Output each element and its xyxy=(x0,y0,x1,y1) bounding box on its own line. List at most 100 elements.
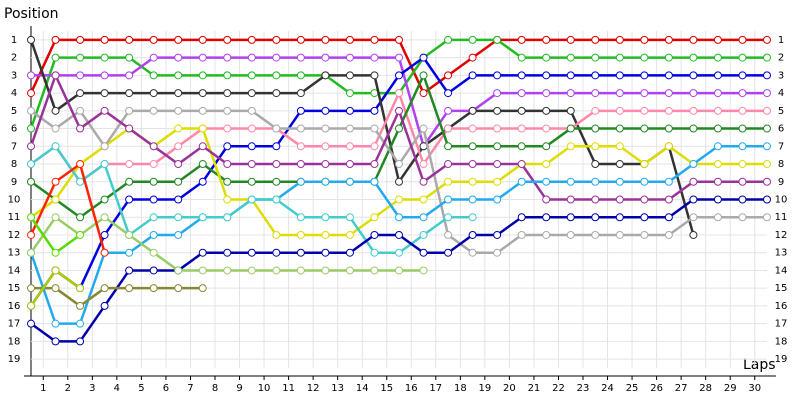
x-tick-label: 1 xyxy=(40,383,46,394)
y-tick-label: 11 xyxy=(8,212,21,223)
point xyxy=(566,89,575,98)
point xyxy=(493,230,502,239)
point xyxy=(272,89,281,98)
point xyxy=(689,230,698,239)
point xyxy=(345,230,354,239)
point xyxy=(419,71,428,80)
point xyxy=(100,230,109,239)
point xyxy=(174,230,183,239)
x-tick-label: 3 xyxy=(89,383,95,394)
point xyxy=(125,35,134,44)
point xyxy=(664,124,673,133)
x-tick-label: 19 xyxy=(478,383,491,394)
point xyxy=(419,160,428,169)
point xyxy=(272,195,281,204)
point xyxy=(76,53,85,62)
point xyxy=(468,106,477,115)
point xyxy=(100,160,109,169)
point xyxy=(689,213,698,222)
point xyxy=(51,106,60,115)
point xyxy=(345,35,354,44)
point xyxy=(370,53,379,62)
point xyxy=(27,301,35,310)
point xyxy=(468,142,477,151)
point xyxy=(664,106,673,115)
point xyxy=(125,195,134,204)
point xyxy=(493,142,502,151)
point xyxy=(296,177,305,186)
point xyxy=(615,89,624,98)
point xyxy=(149,177,158,186)
point xyxy=(763,71,771,80)
x-tick-label: 14 xyxy=(356,383,369,394)
point xyxy=(419,53,428,62)
point xyxy=(713,160,722,169)
y-tick-label-right: 12 xyxy=(775,230,788,241)
point xyxy=(542,35,551,44)
point xyxy=(198,213,207,222)
point xyxy=(713,71,722,80)
point xyxy=(689,89,698,98)
point xyxy=(395,230,403,239)
point xyxy=(321,160,330,169)
point xyxy=(247,71,256,80)
point xyxy=(444,230,453,239)
point xyxy=(247,124,256,133)
point xyxy=(517,142,526,151)
point xyxy=(51,319,60,328)
point xyxy=(493,177,502,186)
point xyxy=(272,35,281,44)
point xyxy=(591,106,600,115)
y-tick-label: 15 xyxy=(8,283,21,294)
point xyxy=(76,124,85,133)
y-tick-label-right: 9 xyxy=(778,177,784,188)
point xyxy=(419,248,428,257)
x-tick-label: 23 xyxy=(577,383,590,394)
point xyxy=(370,213,379,222)
x-tick-label: 25 xyxy=(626,383,639,394)
point xyxy=(345,53,354,62)
point xyxy=(345,213,354,222)
point xyxy=(321,248,330,257)
point xyxy=(517,213,526,222)
point xyxy=(51,213,60,222)
point xyxy=(566,142,575,151)
point xyxy=(100,195,109,204)
point xyxy=(763,35,771,44)
point xyxy=(223,89,232,98)
point xyxy=(664,89,673,98)
point xyxy=(689,106,698,115)
y-axis-title: Position xyxy=(4,6,59,22)
point xyxy=(566,35,575,44)
point xyxy=(444,160,453,169)
point xyxy=(272,53,281,62)
point xyxy=(664,142,673,151)
point xyxy=(444,35,453,44)
x-tick-label: 15 xyxy=(380,383,393,394)
y-tick-label-right: 18 xyxy=(775,336,788,347)
point xyxy=(444,142,453,151)
point xyxy=(738,124,747,133)
point xyxy=(125,89,134,98)
x-tick-label: 5 xyxy=(138,383,144,394)
point xyxy=(321,213,330,222)
point xyxy=(713,35,722,44)
point xyxy=(174,53,183,62)
point xyxy=(296,71,305,80)
point xyxy=(517,53,526,62)
point xyxy=(640,71,649,80)
point xyxy=(272,71,281,80)
point xyxy=(174,160,183,169)
point xyxy=(542,89,551,98)
point xyxy=(321,124,330,133)
point xyxy=(76,319,85,328)
point xyxy=(738,89,747,98)
point xyxy=(591,89,600,98)
point xyxy=(615,53,624,62)
point xyxy=(763,124,771,133)
point xyxy=(198,89,207,98)
point xyxy=(174,35,183,44)
point xyxy=(100,284,109,293)
point xyxy=(370,266,379,275)
